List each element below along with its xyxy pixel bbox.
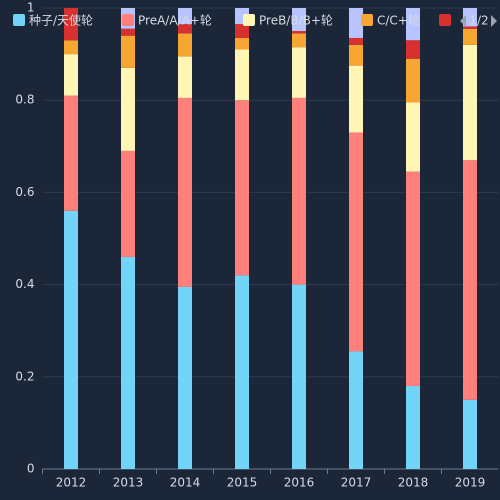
bar-segment (463, 8, 477, 27)
x-tick-label: 2014 (170, 476, 201, 490)
bar-segment (463, 160, 477, 400)
bar-segment (463, 26, 477, 29)
bar-segment (349, 132, 363, 352)
bar-segment (121, 28, 135, 36)
legend-prev[interactable] (460, 15, 466, 27)
bar-segment (121, 150, 135, 257)
bar-segment (406, 8, 420, 41)
bar-segment (178, 24, 192, 34)
bar-segment (64, 54, 78, 96)
legend-marker[interactable] (13, 14, 25, 26)
x-tick-label: 2013 (113, 476, 144, 490)
bar-segment (64, 210, 78, 469)
bar-segment (235, 275, 249, 469)
legend-marker[interactable] (439, 14, 451, 26)
bar-segment (349, 44, 363, 66)
y-tick-label: 0.2 (15, 369, 34, 383)
bar-segment (235, 100, 249, 276)
bar-segment (292, 284, 306, 469)
bar-segment (463, 399, 477, 469)
bar-segment (235, 24, 249, 38)
legend-marker[interactable] (243, 14, 255, 26)
bar-segment (121, 67, 135, 151)
bar-segment (235, 37, 249, 50)
bar-segment (178, 97, 192, 287)
bar-segment (292, 47, 306, 98)
bar-segment (292, 97, 306, 285)
bar-segment (406, 58, 420, 103)
legend-label[interactable]: PreA/A/A+轮 (138, 14, 212, 28)
legend-marker[interactable] (361, 14, 373, 26)
bar-segment (178, 56, 192, 98)
bar-segment (406, 40, 420, 59)
x-tick-label: 2012 (56, 476, 87, 490)
legend-label[interactable]: PreB/B/B+轮 (259, 14, 333, 28)
x-tick-label: 2019 (455, 476, 486, 490)
bar-segment (121, 35, 135, 68)
y-tick-label: 0 (27, 462, 35, 476)
x-tick-label: 2018 (398, 476, 429, 490)
x-tick-label: 2015 (227, 476, 258, 490)
bar-segment (178, 286, 192, 469)
bar-segment (349, 37, 363, 45)
bar-segment (292, 8, 306, 32)
bar-segment (406, 102, 420, 172)
bar-segment (406, 171, 420, 387)
legend-page: 1/2 (469, 14, 488, 28)
legend-label[interactable]: C/C+轮 (377, 14, 420, 28)
bar-segment (406, 386, 420, 469)
bar-segment (292, 33, 306, 48)
bar-segment (463, 28, 477, 45)
x-tick-label: 2016 (284, 476, 315, 490)
bar-segment (349, 8, 363, 38)
legend-marker[interactable] (122, 14, 134, 26)
bar-segment (178, 8, 192, 25)
y-tick-label: 0.6 (15, 185, 34, 199)
y-tick-label: 0.8 (15, 93, 34, 107)
bar-segment (349, 65, 363, 133)
y-tick-label: 0.4 (15, 277, 34, 291)
bar-segment (64, 95, 78, 211)
bar-segment (64, 40, 78, 55)
bar-segment (349, 351, 363, 469)
bar-segment (178, 33, 192, 57)
legend-next[interactable] (491, 15, 497, 27)
bar-segment (292, 31, 306, 34)
bar-segment (121, 256, 135, 469)
y-tick-label: 1 (27, 1, 35, 15)
bar-segment (235, 49, 249, 101)
bar-segment (64, 8, 78, 41)
x-tick-label: 2017 (341, 476, 372, 490)
bar-segment (463, 44, 477, 161)
legend-label[interactable]: 种子/天使轮 (29, 13, 93, 28)
